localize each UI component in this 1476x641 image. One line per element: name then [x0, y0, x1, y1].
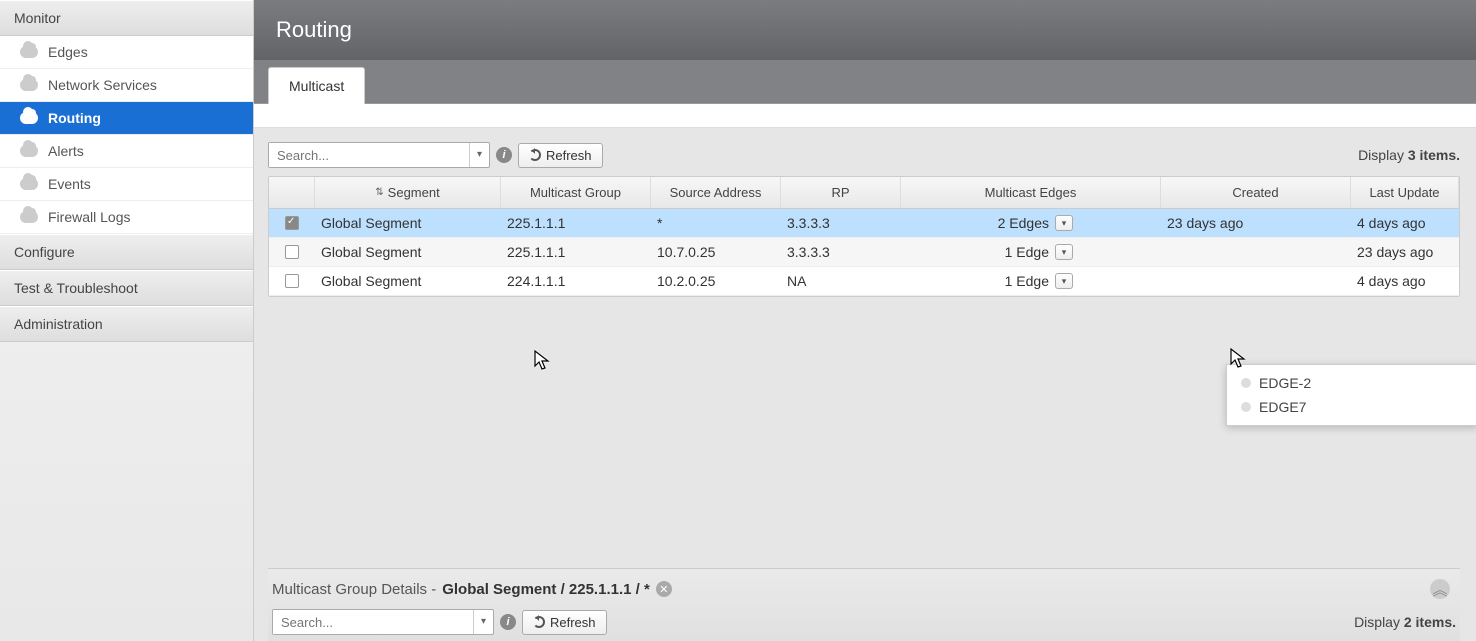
cloud-icon	[20, 46, 38, 58]
cell-segment: Global Segment	[315, 209, 501, 237]
collapse-icon[interactable]: ︽	[1430, 579, 1450, 599]
main-content: Routing Multicast ▾ i Refresh Display 3 …	[254, 0, 1476, 641]
cloud-icon	[20, 145, 38, 157]
col-multicast-edges[interactable]: Multicast Edges	[901, 177, 1161, 208]
sidebar-item-alerts[interactable]: Alerts	[0, 135, 253, 168]
sub-bar	[254, 104, 1476, 128]
cursor-icon	[534, 350, 552, 375]
cell-created	[1161, 246, 1351, 258]
sidebar-item-label: Edges	[48, 44, 88, 60]
col-multicast-group[interactable]: Multicast Group	[501, 177, 651, 208]
cell-multicast-edges: 1 Edge ▾	[901, 238, 1161, 266]
cell-created: 23 days ago	[1161, 209, 1351, 237]
row-checkbox[interactable]	[285, 274, 299, 288]
table-row[interactable]: Global Segment225.1.1.1*3.3.3.32 Edges ▾…	[269, 209, 1459, 238]
table-row[interactable]: Global Segment225.1.1.110.7.0.253.3.3.31…	[269, 238, 1459, 267]
cell-source-address: *	[651, 209, 781, 237]
row-checkbox[interactable]	[285, 216, 299, 230]
cloud-icon	[20, 178, 38, 190]
refresh-label: Refresh	[546, 148, 592, 163]
sidebar-item-events[interactable]: Events	[0, 168, 253, 201]
page-title: Routing	[254, 0, 1476, 60]
sidebar-item-label: Routing	[48, 110, 101, 126]
refresh-button[interactable]: Refresh	[518, 143, 603, 168]
cell-rp: 3.3.3.3	[781, 209, 901, 237]
sidebar-item-label: Network Services	[48, 77, 157, 93]
sidebar-item-network-services[interactable]: Network Services	[0, 69, 253, 102]
popup-item-label: EDGE-2	[1259, 375, 1311, 391]
sidebar-item-label: Events	[48, 176, 91, 192]
sidebar-section-header[interactable]: Administration	[0, 306, 253, 342]
search-dropdown-icon[interactable]: ▾	[469, 143, 489, 167]
edges-popup: EDGE-2 EDGE7	[1226, 364, 1476, 426]
refresh-icon	[533, 616, 545, 628]
details-search-wrap: ▾	[272, 609, 494, 635]
cell-last-update: 4 days ago	[1351, 267, 1459, 295]
sidebar-item-routing[interactable]: Routing	[0, 102, 253, 135]
col-last-update[interactable]: Last Update	[1351, 177, 1459, 208]
details-refresh-button[interactable]: Refresh	[522, 610, 607, 635]
cloud-icon	[20, 211, 38, 223]
cell-multicast-edges: 1 Edge ▾	[901, 267, 1161, 295]
search-input[interactable]	[269, 143, 469, 167]
cell-created	[1161, 275, 1351, 287]
col-segment[interactable]: ⇅Segment	[315, 177, 501, 208]
sidebar-item-edges[interactable]: Edges	[0, 36, 253, 69]
expand-edges-icon[interactable]: ▾	[1055, 215, 1073, 231]
multicast-table: ⇅Segment Multicast Group Source Address …	[268, 176, 1460, 297]
display-count: Display 3 items.	[1358, 147, 1460, 163]
info-icon[interactable]: i	[496, 147, 512, 163]
sidebar-item-label: Firewall Logs	[48, 209, 130, 225]
sidebar-item-label: Alerts	[48, 143, 84, 159]
cell-multicast-edges: 2 Edges ▾	[901, 209, 1161, 237]
main-toolbar: ▾ i Refresh Display 3 items.	[268, 142, 1460, 168]
cell-segment: Global Segment	[315, 267, 501, 295]
details-title: Multicast Group Details - Global Segment…	[268, 579, 1460, 609]
cell-segment: Global Segment	[315, 238, 501, 266]
cloud-icon	[20, 112, 38, 124]
details-panel: Multicast Group Details - Global Segment…	[268, 568, 1460, 641]
info-icon[interactable]: i	[500, 614, 516, 630]
row-checkbox[interactable]	[285, 245, 299, 259]
tabs-bar: Multicast	[254, 60, 1476, 104]
cell-multicast-group: 225.1.1.1	[501, 238, 651, 266]
expand-edges-icon[interactable]: ▾	[1055, 244, 1073, 260]
cell-last-update: 23 days ago	[1351, 238, 1459, 266]
popup-item-label: EDGE7	[1259, 399, 1306, 415]
popup-item[interactable]: EDGE7	[1227, 395, 1476, 419]
cell-rp: NA	[781, 267, 901, 295]
details-search-input[interactable]	[273, 610, 473, 634]
details-display-count: Display 2 items.	[1354, 614, 1456, 630]
cell-multicast-group: 224.1.1.1	[501, 267, 651, 295]
col-rp[interactable]: RP	[781, 177, 901, 208]
table-header: ⇅Segment Multicast Group Source Address …	[269, 177, 1459, 209]
refresh-label: Refresh	[550, 615, 596, 630]
col-source-address[interactable]: Source Address	[651, 177, 781, 208]
details-toolbar: ▾ i Refresh Display 2 items.	[268, 609, 1460, 635]
cloud-icon	[20, 79, 38, 91]
cell-multicast-group: 225.1.1.1	[501, 209, 651, 237]
sidebar: Monitor Edges Network Services Routing Alert…	[0, 0, 254, 641]
status-dot-icon	[1241, 378, 1251, 388]
sidebar-section-header[interactable]: Monitor	[0, 0, 253, 36]
sidebar-section-header[interactable]: Test & Troubleshoot	[0, 270, 253, 306]
status-dot-icon	[1241, 402, 1251, 412]
search-input-wrap: ▾	[268, 142, 490, 168]
col-checkbox	[269, 177, 315, 208]
refresh-icon	[529, 149, 541, 161]
popup-item[interactable]: EDGE-2	[1227, 371, 1476, 395]
cell-last-update: 4 days ago	[1351, 209, 1459, 237]
sidebar-item-firewall-logs[interactable]: Firewall Logs	[0, 201, 253, 234]
table-row[interactable]: Global Segment224.1.1.110.2.0.25NA1 Edge…	[269, 267, 1459, 296]
cell-source-address: 10.2.0.25	[651, 267, 781, 295]
close-icon[interactable]: ✕	[656, 581, 672, 597]
tab-multicast[interactable]: Multicast	[268, 67, 365, 104]
details-search-dropdown-icon[interactable]: ▾	[473, 610, 493, 634]
cell-rp: 3.3.3.3	[781, 238, 901, 266]
sidebar-section-header[interactable]: Configure	[0, 234, 253, 270]
expand-edges-icon[interactable]: ▾	[1055, 273, 1073, 289]
col-created[interactable]: Created	[1161, 177, 1351, 208]
cell-source-address: 10.7.0.25	[651, 238, 781, 266]
